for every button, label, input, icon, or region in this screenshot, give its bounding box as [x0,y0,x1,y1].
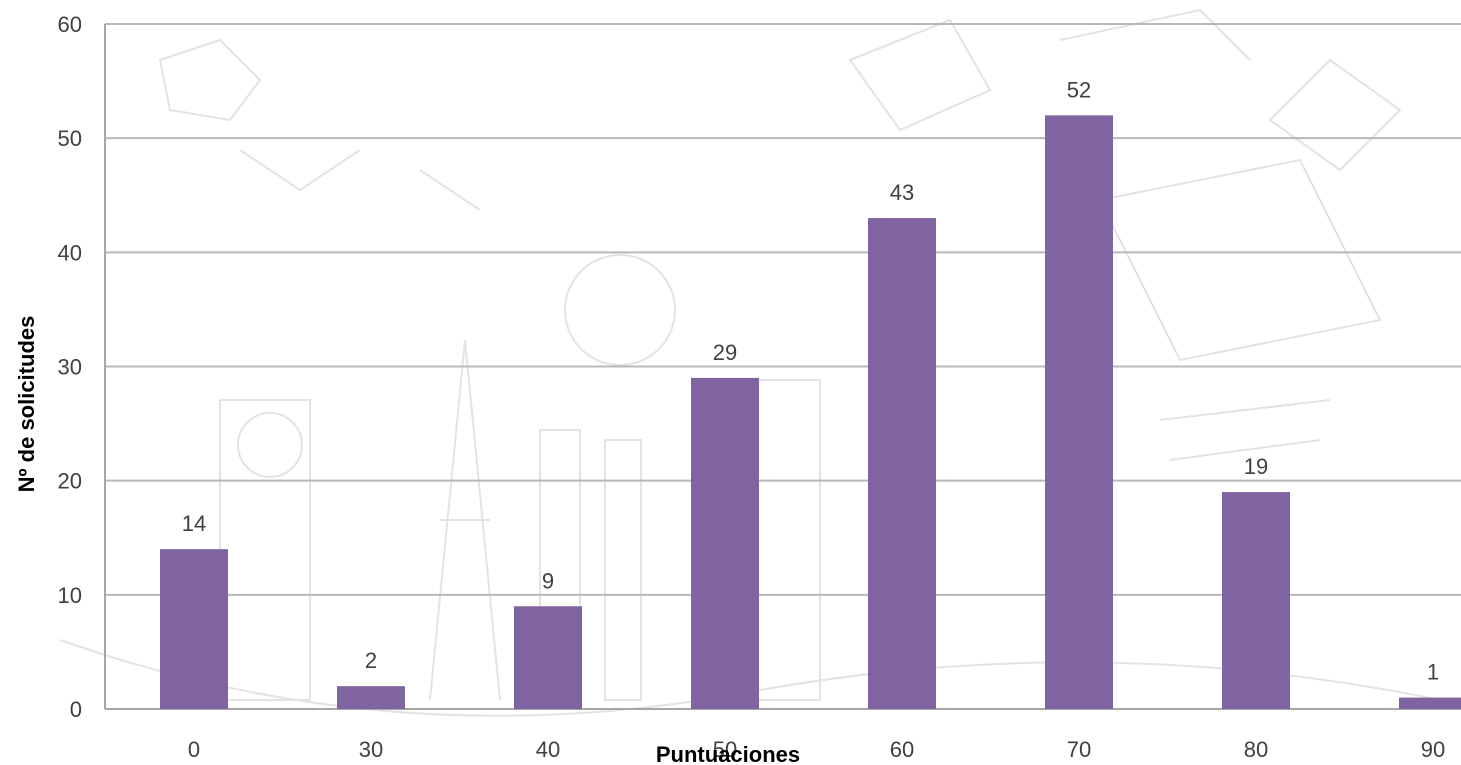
y-tick-label: 40 [58,240,82,265]
data-label: 52 [1067,77,1091,102]
y-axis-title: Nº de solicitudes [14,316,39,493]
bar [1399,697,1461,709]
y-tick-label: 60 [58,12,82,37]
bar [691,377,759,709]
x-tick-label: 70 [1067,737,1091,762]
x-axis-title: Puntuaciones [656,742,800,765]
bar [160,549,228,709]
background-illustration [59,8,1441,717]
x-tick-label: 40 [536,737,560,762]
bar [337,686,405,709]
y-tick-label: 20 [58,469,82,494]
x-tick-label: 90 [1421,737,1445,762]
bar [868,218,936,710]
x-tick-label: 80 [1244,737,1268,762]
x-axis: 0 30 40 50 60 70 80 90 [188,737,1445,762]
bar [1045,115,1113,710]
y-tick-label: 30 [58,355,82,380]
data-label: 29 [713,340,737,365]
bars [160,115,1461,710]
y-tick-label: 50 [58,126,82,151]
bar [514,606,582,709]
bar [1222,492,1290,709]
data-label: 43 [890,180,914,205]
x-tick-label: 0 [188,737,200,762]
data-label: 14 [182,511,206,536]
x-tick-label: 50 [713,737,737,762]
data-label: 19 [1244,454,1268,479]
y-tick-label: 10 [58,583,82,608]
y-axis: 0 10 20 30 40 50 60 [58,12,106,722]
data-label: 1 [1427,660,1439,685]
x-tick-label: 60 [890,737,914,762]
data-label: 2 [365,648,377,673]
data-label: 9 [542,568,554,593]
x-tick-label: 30 [359,737,383,762]
y-tick-label: 0 [70,697,82,722]
